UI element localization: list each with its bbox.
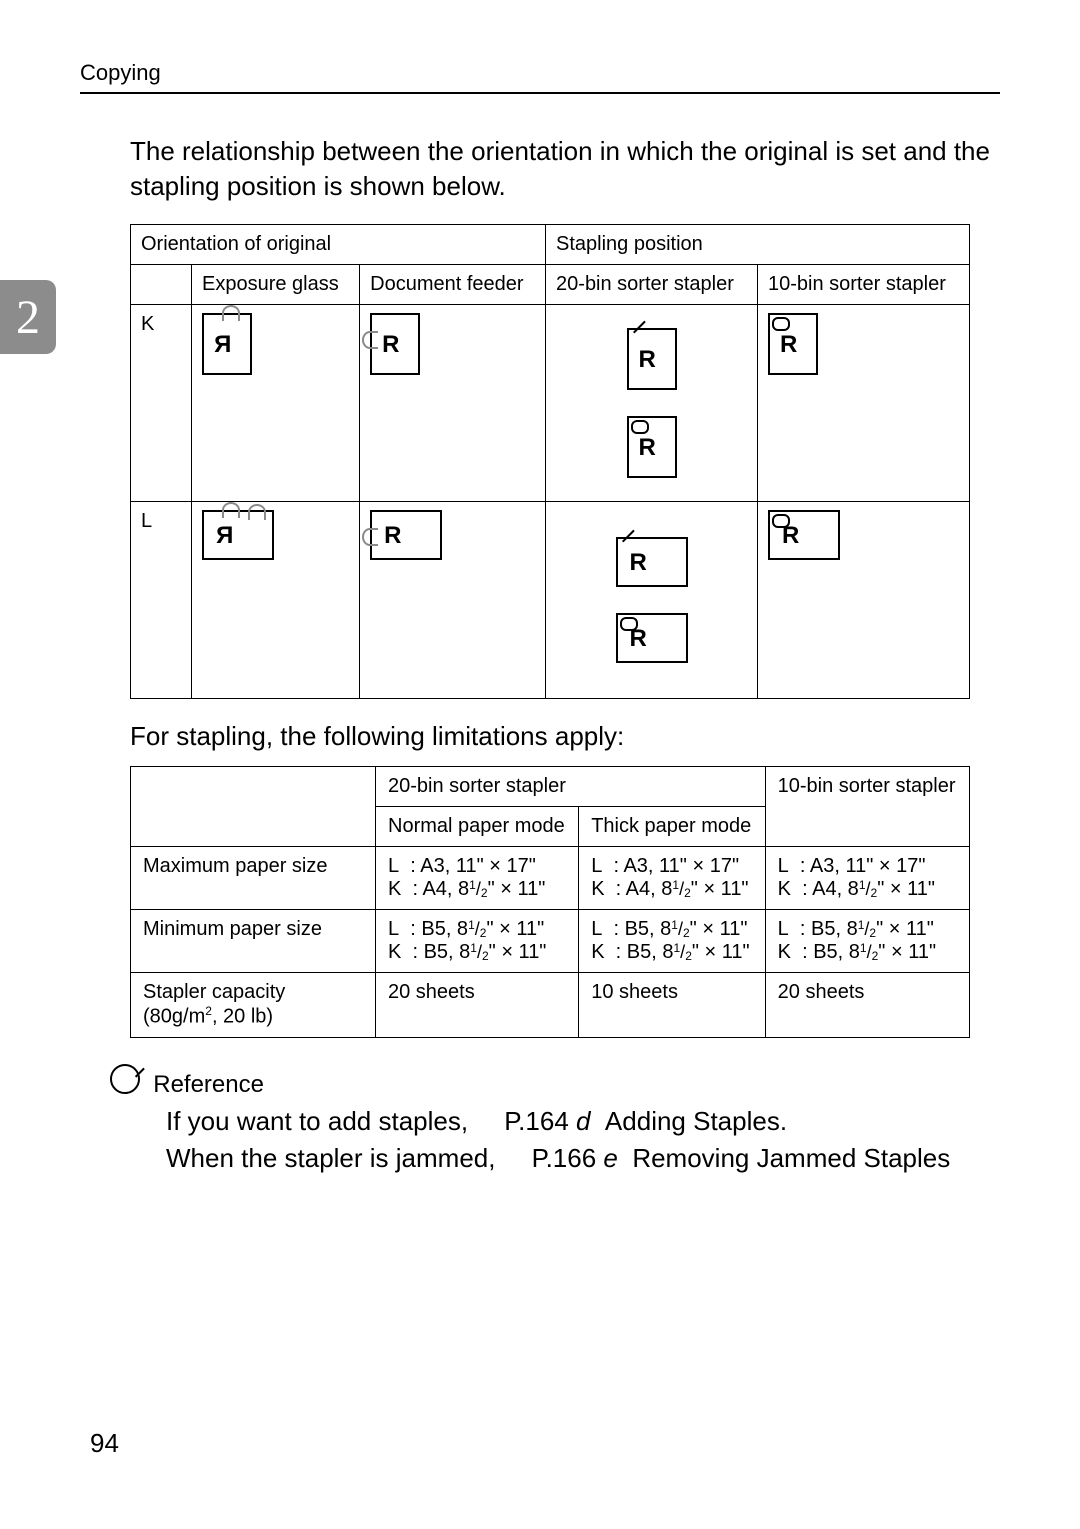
sheet-icon: R bbox=[627, 328, 677, 390]
max-20-normal: L : A3, 11" × 17" K : A4, 81/2" × 11" bbox=[376, 847, 579, 910]
glyph-r: R bbox=[630, 549, 647, 577]
intro-paragraph: The relationship between the orientation… bbox=[130, 134, 1000, 204]
hdr-orientation: Orientation of original bbox=[131, 225, 546, 265]
sub-feeder: Document feeder bbox=[360, 265, 546, 305]
corner-cell bbox=[131, 265, 192, 305]
cell-k-20bin: R R bbox=[546, 305, 758, 502]
ref-line2-a: When the stapler is jammed, P.166 bbox=[166, 1143, 603, 1173]
ref-line2-em: e bbox=[603, 1143, 617, 1173]
row-min-label: Minimum paper size bbox=[131, 910, 376, 973]
cell-l-20bin: R R bbox=[546, 502, 758, 699]
staple-bean-icon bbox=[631, 420, 649, 434]
clip-icon bbox=[222, 305, 240, 321]
sub-thick: Thick paper mode bbox=[579, 807, 765, 847]
cap-20-thick: 10 sheets bbox=[579, 973, 765, 1038]
chapter-tab: 2 bbox=[0, 280, 56, 354]
ref-line2-b: Removing Jammed Staples bbox=[618, 1143, 950, 1173]
row-l-label: L bbox=[131, 502, 192, 699]
cell-l-feeder: R bbox=[360, 502, 546, 699]
sheet-icon: R bbox=[370, 313, 420, 375]
sub-10bin: 10-bin sorter stapler bbox=[758, 265, 970, 305]
glyph-r: R bbox=[382, 331, 399, 359]
glyph-r: R bbox=[639, 434, 656, 462]
hdr-10bin: 10-bin sorter stapler bbox=[765, 767, 969, 847]
hdr-20bin: 20-bin sorter stapler bbox=[376, 767, 766, 807]
sub-exposure: Exposure glass bbox=[192, 265, 360, 305]
sheet-icon: R bbox=[202, 313, 252, 375]
clip-icon bbox=[222, 502, 240, 518]
orientation-table: Orientation of original Stapling positio… bbox=[130, 224, 970, 699]
sheet-icon: R bbox=[616, 537, 688, 587]
sheet-icon: R bbox=[768, 510, 840, 560]
glyph-r: R bbox=[782, 522, 799, 550]
row-k-label: K bbox=[131, 305, 192, 502]
clip-icon bbox=[362, 331, 378, 349]
sub-20bin: 20-bin sorter stapler bbox=[546, 265, 758, 305]
page-number: 94 bbox=[90, 1428, 119, 1459]
limitations-intro: For stapling, the following limitations … bbox=[130, 721, 1000, 752]
cap-10: 20 sheets bbox=[765, 973, 969, 1038]
glyph-r-mirrored: R bbox=[214, 331, 231, 359]
ref-line1-a: If you want to add staples, P.164 bbox=[166, 1106, 576, 1136]
glyph-r: R bbox=[630, 625, 647, 653]
reference-title: Reference bbox=[153, 1071, 264, 1098]
glyph-r: R bbox=[384, 522, 401, 550]
ref-line1-em: d bbox=[576, 1106, 590, 1136]
sheet-icon: R bbox=[616, 613, 688, 663]
cell-k-10bin: R bbox=[758, 305, 970, 502]
min-20-thick: L : B5, 81/2" × 11" K : B5, 81/2" × 11" bbox=[579, 910, 765, 973]
glyph-r: R bbox=[780, 331, 797, 359]
glyph-r: R bbox=[639, 346, 656, 374]
cap-20-normal: 20 sheets bbox=[376, 973, 579, 1038]
min-20-normal: L : B5, 81/2" × 11" K : B5, 81/2" × 11" bbox=[376, 910, 579, 973]
clip-icon bbox=[362, 528, 378, 546]
ref-line1-b: Adding Staples. bbox=[590, 1106, 787, 1136]
reference-icon bbox=[104, 1058, 146, 1100]
glyph-r-mirrored: R bbox=[216, 522, 233, 550]
staple-slash-icon bbox=[633, 332, 647, 346]
reference-block: Reference If you want to add staples, P.… bbox=[110, 1064, 1000, 1178]
hdr-stapling: Stapling position bbox=[546, 225, 970, 265]
running-head: Copying bbox=[80, 60, 1000, 94]
row-max-label: Maximum paper size bbox=[131, 847, 376, 910]
cell-l-10bin: R bbox=[758, 502, 970, 699]
sheet-icon: R bbox=[202, 510, 274, 560]
max-20-thick: L : A3, 11" × 17" K : A4, 81/2" × 11" bbox=[579, 847, 765, 910]
manual-page: Copying 2 The relationship between the o… bbox=[0, 0, 1080, 1529]
min-10: L : B5, 81/2" × 11" K : B5, 81/2" × 11" bbox=[765, 910, 969, 973]
sub-normal: Normal paper mode bbox=[376, 807, 579, 847]
sheet-icon: R bbox=[627, 416, 677, 478]
sheet-icon: R bbox=[768, 313, 818, 375]
limitations-table: 20-bin sorter stapler 10-bin sorter stap… bbox=[130, 766, 970, 1038]
row-cap-label: Stapler capacity (80g/m2, 20 lb) bbox=[131, 973, 376, 1038]
max-10: L : A3, 11" × 17" K : A4, 81/2" × 11" bbox=[765, 847, 969, 910]
staple-bean-icon bbox=[772, 317, 790, 331]
cell-k-feeder: R bbox=[360, 305, 546, 502]
sheet-icon: R bbox=[370, 510, 442, 560]
blank-cell bbox=[131, 767, 376, 847]
cell-l-exposure: R bbox=[192, 502, 360, 699]
cell-k-exposure: R bbox=[192, 305, 360, 502]
